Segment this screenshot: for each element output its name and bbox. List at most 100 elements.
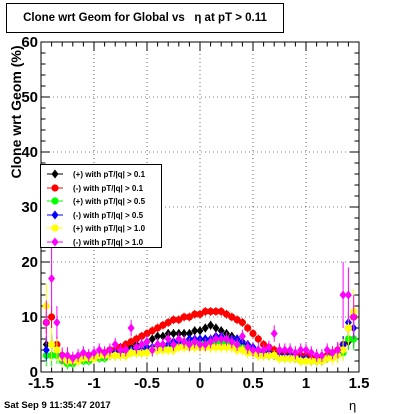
data-point	[74, 351, 82, 360]
y-tick-label: 0	[30, 364, 38, 381]
data-point	[127, 323, 135, 333]
data-point	[302, 345, 310, 355]
data-point	[201, 323, 209, 333]
y-axis-label: Clone wrt Geom (%)	[8, 45, 24, 179]
data-point	[260, 345, 268, 355]
data-point	[122, 345, 130, 355]
data-point	[207, 337, 215, 347]
data-point	[281, 345, 289, 355]
data-point	[169, 316, 178, 324]
data-point	[286, 354, 294, 362]
data-point	[170, 340, 177, 349]
data-point	[85, 351, 93, 360]
data-point	[207, 307, 215, 316]
y-tick-label: 50	[21, 89, 38, 106]
data-point	[180, 313, 188, 321]
legend-entry: (+) with pT/|q| > 1.0	[41, 222, 163, 235]
data-point	[318, 351, 326, 360]
data-point	[191, 310, 199, 318]
data-point	[249, 329, 257, 338]
data-point	[180, 329, 188, 338]
y-tick-label: 30	[21, 199, 38, 216]
data-point	[159, 340, 167, 349]
data-point	[334, 345, 342, 355]
data-point	[265, 351, 273, 360]
data-point	[117, 345, 124, 355]
data-point	[201, 307, 209, 316]
data-point	[148, 334, 156, 344]
data-point	[344, 324, 352, 332]
data-point	[275, 354, 284, 362]
data-point	[217, 343, 225, 351]
data-point	[201, 340, 209, 349]
data-point	[244, 324, 252, 332]
y-tick-label: 60	[21, 34, 38, 51]
data-point	[138, 340, 146, 349]
data-point	[222, 343, 231, 351]
data-point	[154, 340, 162, 349]
data-point	[185, 313, 193, 321]
data-point	[111, 340, 119, 349]
data-point	[159, 321, 167, 329]
data-point	[175, 343, 183, 351]
data-point	[339, 346, 347, 354]
legend-entry: (-) with pT/|q| > 1.0	[41, 236, 163, 249]
data-point	[212, 343, 220, 351]
data-point	[196, 310, 204, 318]
legend-label: (+) with pT/|q| > 1.0	[73, 224, 146, 233]
data-point	[95, 345, 103, 355]
data-point	[238, 346, 246, 354]
data-point	[254, 345, 262, 355]
data-point	[323, 345, 331, 355]
legend-marker	[47, 224, 63, 232]
data-point	[302, 357, 310, 365]
data-point	[42, 318, 50, 327]
data-point	[228, 337, 236, 347]
legend-entry: (+) with pT/|q| > 0.1	[41, 168, 163, 181]
data-point	[276, 345, 283, 355]
y-tick-label: 40	[21, 144, 38, 161]
legend-label: (+) with pT/|q| > 0.1	[73, 170, 146, 179]
legend-symbol	[51, 210, 59, 219]
data-point	[223, 334, 230, 344]
data-point	[286, 345, 294, 355]
data-point	[175, 316, 183, 324]
data-point	[58, 351, 66, 360]
data-point	[238, 318, 246, 327]
data-point	[307, 357, 315, 365]
data-point	[170, 329, 177, 338]
data-point	[132, 335, 140, 343]
data-point	[143, 337, 151, 347]
data-point	[350, 312, 358, 322]
x-tick-label: 0	[196, 375, 204, 392]
data-point	[154, 331, 162, 341]
data-point	[64, 351, 71, 360]
legend-symbol	[51, 224, 59, 232]
y-tick-label: 10	[21, 309, 38, 326]
data-point	[254, 335, 262, 343]
data-point	[238, 331, 246, 341]
axis-ticks	[40, 41, 360, 373]
data-point	[164, 334, 172, 344]
x-axis-label: η	[349, 398, 357, 413]
legend-marker	[47, 237, 63, 246]
data-series	[42, 245, 358, 370]
y-tick-label: 20	[21, 254, 38, 271]
x-tick-label: 1.5	[349, 375, 370, 392]
data-point	[69, 353, 77, 363]
legend-symbol	[51, 197, 59, 205]
data-point	[297, 345, 305, 355]
legend-symbol	[51, 169, 59, 179]
data-point	[249, 345, 257, 355]
legend-marker	[47, 183, 63, 192]
series-group	[42, 245, 358, 365]
data-point	[53, 346, 61, 354]
data-point	[101, 348, 109, 358]
data-point	[138, 332, 146, 340]
data-point	[212, 323, 220, 333]
data-point	[307, 348, 315, 358]
chart-title: Clone wrt Geom for Global vs η at pT > 0…	[6, 3, 284, 33]
data-point	[138, 349, 146, 357]
data-point	[212, 334, 220, 344]
